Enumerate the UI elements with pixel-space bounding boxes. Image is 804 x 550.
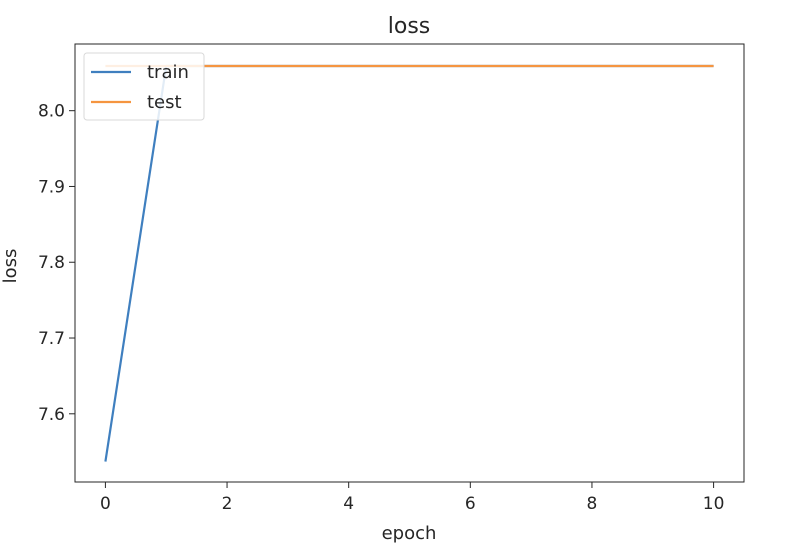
y-tick-label: 7.8 <box>38 253 65 273</box>
y-axis-title: loss <box>0 249 21 284</box>
y-axis: 7.6 7.7 7.8 7.9 8.0 <box>38 102 75 425</box>
y-tick-label: 7.9 <box>38 177 65 197</box>
legend-label-test: test <box>147 92 182 113</box>
x-tick-label: 6 <box>465 494 476 514</box>
x-tick-label: 8 <box>587 494 598 514</box>
legend-box <box>83 52 205 121</box>
y-tick-label: 7.7 <box>38 329 65 349</box>
y-tick-label: 8.0 <box>38 102 65 122</box>
x-tick-label: 0 <box>100 494 111 514</box>
chart-title: loss <box>388 14 431 39</box>
x-tick-label: 2 <box>222 494 233 514</box>
x-tick-label: 10 <box>703 494 725 514</box>
x-tick-label: 4 <box>343 494 354 514</box>
x-axis-title: epoch <box>382 523 437 544</box>
series-layer <box>104 64 714 462</box>
legend: train test <box>83 52 205 121</box>
legend-label-train: train <box>147 62 189 83</box>
x-axis: 0 2 4 6 8 10 <box>100 482 724 514</box>
y-tick-label: 7.6 <box>38 405 65 425</box>
